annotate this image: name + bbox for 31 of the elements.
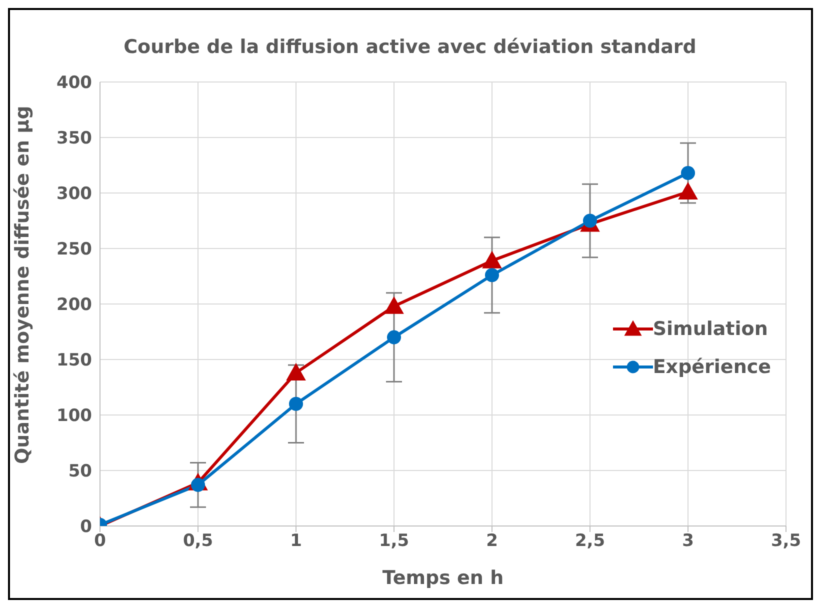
x-axis-title: Temps en h	[382, 567, 504, 589]
y-axis-title: Quantité moyenne diffusée en µg	[12, 106, 34, 464]
point	[384, 296, 404, 314]
x-tick-label: 3	[682, 531, 694, 552]
y-tick-label: 400	[56, 73, 92, 94]
legend-label: Simulation	[652, 318, 768, 340]
legend-label: Expérience	[652, 356, 771, 378]
x-tick-label: 2	[486, 531, 498, 552]
y-tick-label: 350	[56, 128, 92, 149]
point	[484, 268, 500, 282]
y-tick-label: 200	[56, 295, 92, 316]
y-tick-label: 50	[68, 462, 92, 482]
point	[482, 250, 502, 268]
x-tick-label: 0	[94, 531, 106, 552]
y-tick-label: 150	[56, 350, 92, 371]
y-tick-label: 0	[80, 517, 92, 538]
x-tick-label: 0,5	[182, 531, 214, 552]
chart-title: Courbe de la diffusion active avec déviation standard	[122, 36, 698, 58]
x-tick-label: 2,5	[574, 531, 606, 552]
x-tick-label: 1,5	[378, 531, 410, 552]
point	[678, 182, 698, 200]
y-tick-label: 300	[56, 184, 92, 204]
y-tick-label: 100	[56, 406, 92, 426]
point	[582, 214, 598, 228]
point	[288, 396, 304, 411]
point	[386, 330, 402, 344]
x-tick-label: 3,5	[770, 531, 802, 552]
point	[680, 166, 696, 180]
point	[286, 362, 306, 380]
x-tick-label: 1	[290, 531, 302, 552]
y-tick-label: 250	[56, 240, 92, 260]
